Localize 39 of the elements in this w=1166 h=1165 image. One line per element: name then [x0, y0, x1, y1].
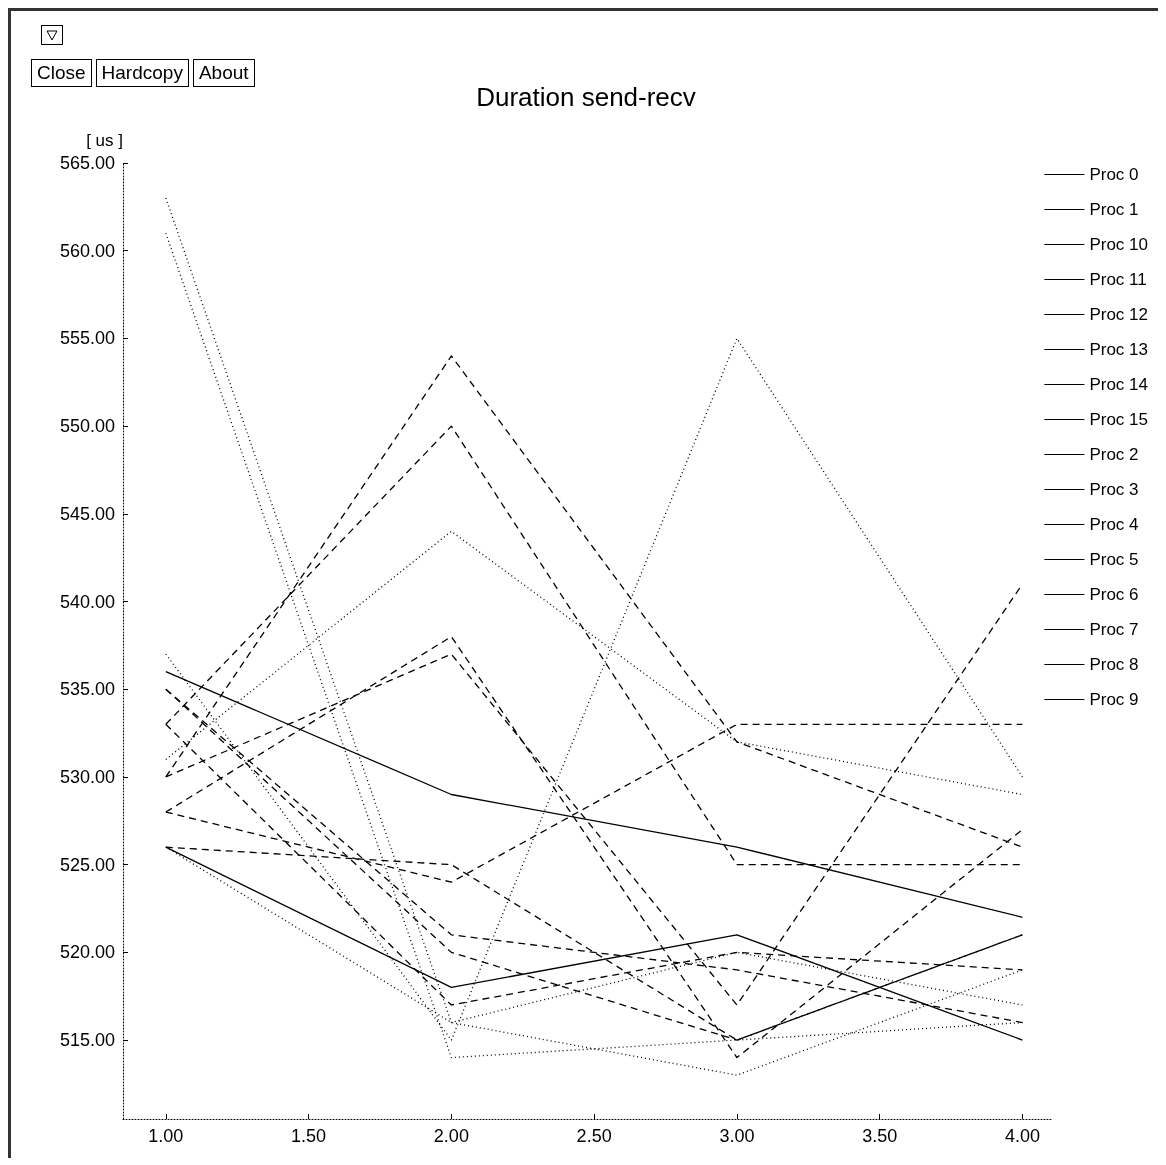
text: About: [192, 59, 255, 87]
y-tick-label: 535.00: [59, 679, 115, 700]
legend-label: Proc 7: [1089, 620, 1139, 639]
y-tick-label: 515.00: [59, 1030, 115, 1051]
legend-label: Proc 1: [1089, 200, 1139, 219]
legend-label: Proc 12: [1089, 305, 1149, 324]
text: Hardcopy: [95, 59, 189, 87]
legend-label: Proc 6: [1089, 585, 1139, 604]
y-tick-label: 555.00: [59, 328, 115, 349]
legend-label: Proc 13: [1089, 340, 1149, 359]
y-tick-label: 530.00: [59, 766, 115, 787]
legend-label: Proc 15: [1089, 410, 1149, 429]
y-tick-label: 525.00: [59, 854, 115, 875]
y-tick-label: 565.00: [59, 153, 115, 173]
legend-label: Proc 3: [1089, 480, 1139, 499]
x-tick-label: 3.00: [719, 1126, 755, 1146]
x-tick-label: 3.50: [862, 1126, 898, 1146]
legend-label: Proc 14: [1089, 375, 1149, 394]
x-tick-label: 1.00: [148, 1126, 184, 1146]
x-tick-label: 2.50: [576, 1126, 612, 1146]
legend-label: Proc 10: [1089, 235, 1149, 254]
legend-label: Proc 5: [1089, 550, 1139, 569]
x-tick-label: 2.00: [433, 1126, 469, 1146]
legend-label: Proc 9: [1089, 690, 1139, 709]
legend-label: Proc 11: [1089, 270, 1147, 289]
text: Close: [31, 59, 92, 87]
y-tick-label: 540.00: [59, 591, 115, 612]
y-tick-label: 520.00: [59, 942, 115, 963]
y-tick-label: 545.00: [59, 503, 115, 524]
legend-label: Proc 8: [1089, 655, 1139, 674]
chart-title: Duration send-recv: [476, 82, 696, 112]
y-tick-label: 550.00: [59, 416, 115, 437]
x-tick-label: 1.50: [291, 1126, 327, 1146]
legend-label: Proc 0: [1089, 165, 1139, 184]
y-tick-label: 560.00: [59, 240, 115, 261]
x-tick-label: 4.00: [1004, 1126, 1040, 1146]
legend-label: Proc 2: [1089, 445, 1139, 464]
legend-label: Proc 4: [1089, 515, 1139, 534]
y-axis-title: [ us ]: [86, 131, 123, 150]
